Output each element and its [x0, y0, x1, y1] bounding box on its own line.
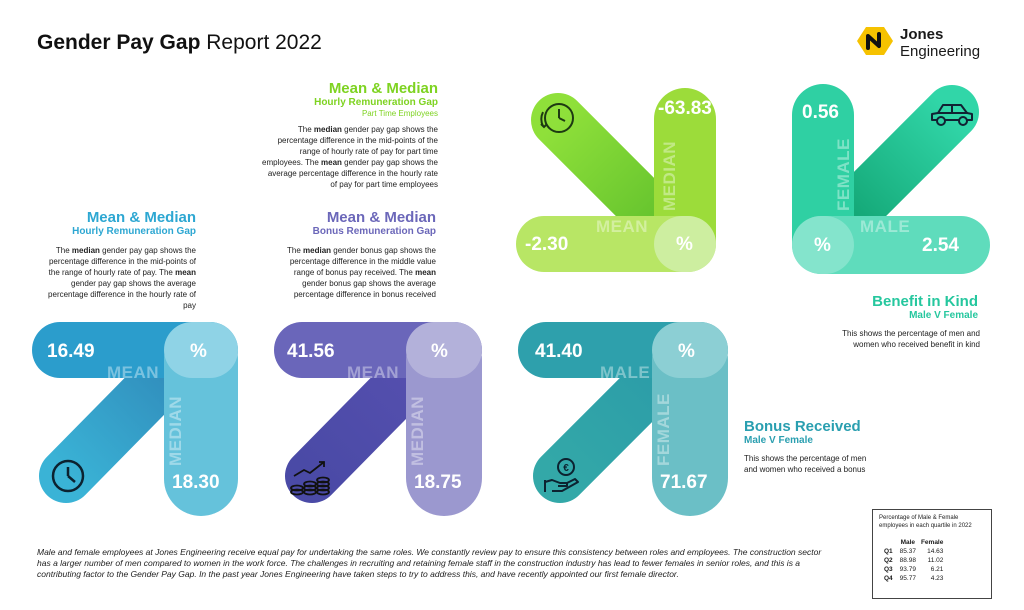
part-time-median-value: -63.83 — [658, 98, 712, 119]
hourly-heading: Mean & Median — [86, 209, 196, 226]
benefit-subheading: Male V Female — [909, 310, 978, 321]
bonus-gap-mean-value: 41.56 — [287, 341, 335, 362]
hourly-percent-sign: % — [190, 341, 207, 362]
benefit-male-label: MALE — [860, 217, 911, 236]
table-row: Q4 95.77 4.23 — [884, 575, 944, 582]
page-title: Gender Pay Gap Report 2022 — [37, 31, 322, 54]
benefit-percent-sign: % — [814, 235, 831, 256]
part-time-arrow-shape — [516, 88, 716, 272]
quartile-table: Male Female Q1 85.37 14.63 Q2 88.98 11.0… — [884, 538, 948, 583]
benefit-female-value: 0.56 — [802, 102, 839, 123]
bonus-received-female-value: 71.67 — [660, 472, 708, 493]
part-time-mean-value: -2.30 — [525, 234, 569, 255]
bonus-gap-heading: Mean & Median — [326, 209, 436, 226]
table-row: Q3 93.79 6.21 — [884, 566, 944, 573]
part-time-description: The median gender pay gap shows the perc… — [262, 125, 438, 189]
bonus-received-percent-sign: % — [678, 341, 695, 362]
part-time-note: Part Time Employees — [361, 109, 438, 118]
bonus-received-male-label: MALE — [600, 363, 651, 382]
bonus-gap-percent-sign: % — [431, 341, 448, 362]
col-male-header: Male — [900, 539, 916, 546]
footer-statement: Male and female employees at Jones Engin… — [37, 547, 822, 579]
bonus-gap-mean-label: MEAN — [347, 363, 400, 382]
hand-coin-icon: € — [544, 458, 579, 492]
stopwatch-icon — [540, 103, 574, 133]
svg-text:€: € — [563, 463, 569, 474]
hourly-median-value: 18.30 — [172, 472, 220, 493]
benefit-arrow-shape — [792, 84, 990, 274]
part-time-percent-sign: % — [676, 234, 693, 255]
hourly-arrow-shape — [32, 322, 238, 516]
bonus-gap-median-value: 18.75 — [414, 472, 462, 493]
bonus-gap-median-label: MEDIAN — [408, 395, 427, 466]
hourly-description: The median gender pay gap shows the perc… — [48, 246, 196, 310]
hourly-subheading: Hourly Remuneration Gap — [72, 226, 196, 237]
jones-logo-icon — [857, 27, 893, 55]
benefit-heading: Benefit in Kind — [872, 293, 978, 310]
col-female-header: Female — [920, 539, 944, 546]
bonus-received-male-value: 41.40 — [535, 341, 583, 362]
quartile-table-caption: Percentage of Male & Female employees in… — [879, 515, 972, 529]
part-time-mean-label: MEAN — [596, 217, 649, 236]
quartile-table-box — [872, 509, 992, 599]
part-time-subheading: Hourly Remuneration Gap — [314, 97, 438, 108]
table-row: Q1 85.37 14.63 — [884, 548, 944, 555]
bonus-gap-subheading: Bonus Remuneration Gap — [312, 226, 436, 237]
benefit-female-label: FEMALE — [834, 138, 853, 211]
bonus-gap-description: The median gender bonus gap shows the pe… — [287, 246, 436, 299]
benefit-male-value: 2.54 — [922, 235, 959, 256]
table-row: Q2 88.98 11.02 — [884, 557, 944, 564]
bonus-received-subheading: Male V Female — [744, 435, 813, 446]
coins-growth-icon — [290, 461, 330, 496]
bonus-received-heading: Bonus Received — [744, 418, 861, 435]
car-icon — [931, 104, 973, 126]
bonus-gap-arrow-shape — [274, 322, 482, 516]
part-time-median-label: MEDIAN — [660, 140, 679, 211]
hourly-mean-value: 16.49 — [47, 341, 95, 362]
part-time-heading: Mean & Median — [328, 80, 438, 97]
hourly-median-label: MEDIAN — [166, 395, 185, 466]
bonus-received-description: This shows the percentage of men and wom… — [744, 454, 867, 474]
benefit-description: This shows the percentage of men and wom… — [842, 329, 980, 349]
bonus-received-arrow-shape — [518, 322, 728, 516]
company-logo-text: Jones Engineering — [900, 26, 981, 60]
clock-icon — [51, 459, 85, 493]
hourly-mean-label: MEAN — [107, 363, 160, 382]
bonus-received-female-label: FEMALE — [654, 393, 673, 466]
